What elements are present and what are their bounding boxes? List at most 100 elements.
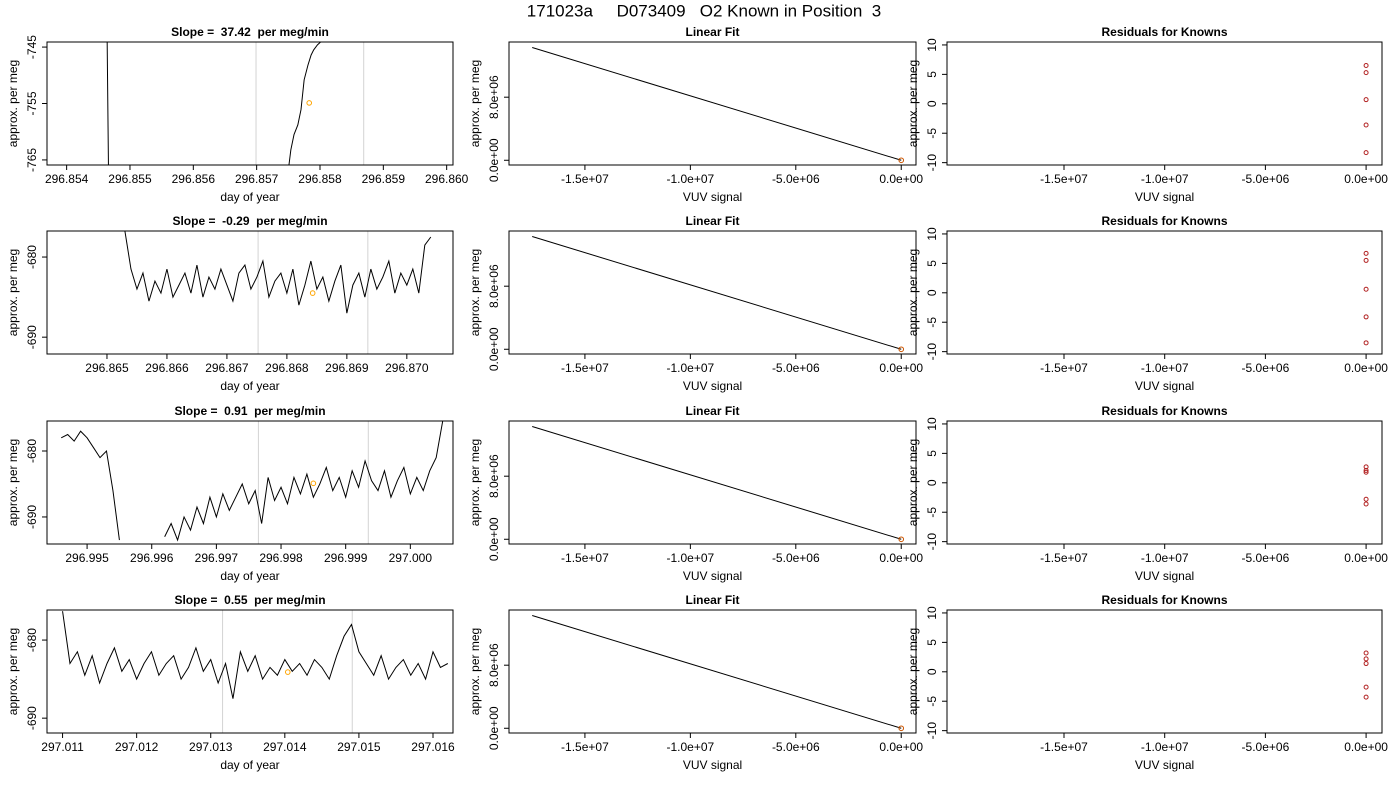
x-tick-label: -5.0e+06 bbox=[772, 361, 820, 375]
x-tick-label: 296.870 bbox=[385, 361, 429, 375]
y-axis-label: approx. per meg bbox=[6, 60, 20, 147]
x-tick-label: -1.5e+07 bbox=[561, 361, 609, 375]
point bbox=[306, 100, 313, 106]
y-tick-label: -745 bbox=[25, 35, 39, 59]
x-tick-label: 297.000 bbox=[389, 551, 433, 565]
x-tick-label: 297.013 bbox=[189, 740, 233, 754]
plot-area bbox=[1363, 63, 1369, 156]
y-tick-label: 5 bbox=[925, 71, 939, 78]
point bbox=[1363, 70, 1369, 76]
x-tick-label: -5.0e+06 bbox=[1242, 361, 1290, 375]
x-axis-label: VUV signal bbox=[683, 379, 742, 393]
y-tick-label: 5 bbox=[925, 450, 939, 457]
x-tick-label: -1.0e+07 bbox=[666, 551, 714, 565]
point bbox=[898, 725, 905, 732]
series-line bbox=[532, 236, 902, 350]
point bbox=[1363, 694, 1369, 700]
plot-frame bbox=[946, 609, 1383, 734]
plot-frame bbox=[508, 230, 917, 355]
y-axis-label: approx. per meg bbox=[6, 439, 20, 526]
x-tick-label: -5.0e+06 bbox=[772, 551, 820, 565]
plot-frame bbox=[46, 230, 454, 355]
y-tick-label: -10 bbox=[925, 154, 939, 172]
point bbox=[1363, 97, 1369, 103]
x-tick-label: 296.995 bbox=[65, 551, 109, 565]
point bbox=[1363, 286, 1369, 292]
y-axis-label: approx. per meg bbox=[468, 439, 482, 526]
x-tick-label: -1.0e+07 bbox=[1141, 172, 1189, 186]
x-axis-label: VUV signal bbox=[683, 569, 742, 583]
y-tick-label: 5 bbox=[925, 260, 939, 267]
point bbox=[1363, 150, 1369, 156]
point bbox=[1363, 661, 1369, 667]
point bbox=[898, 157, 905, 164]
y-axis-label: approx. per meg bbox=[468, 60, 482, 147]
plot-frame bbox=[946, 230, 1383, 355]
x-tick-label: -1.5e+07 bbox=[561, 551, 609, 565]
x-tick-label: -1.5e+07 bbox=[1040, 740, 1088, 754]
y-axis-label: approx. per meg bbox=[468, 249, 482, 336]
plot-area bbox=[62, 610, 449, 733]
point bbox=[1363, 650, 1369, 656]
y-tick-label: 10 bbox=[925, 417, 939, 431]
y-axis-label: approx. per meg bbox=[468, 628, 482, 715]
panel: Linear Fit VUV signal approx. per meg -1.5e… bbox=[468, 214, 923, 393]
x-tick-label: 0.0e+00 bbox=[1344, 361, 1388, 375]
x-tick-label: 0.0e+00 bbox=[879, 172, 923, 186]
plot-frame bbox=[46, 41, 454, 166]
y-tick-label: -5 bbox=[925, 507, 939, 518]
panel-title: Slope = 0.91 per meg/min bbox=[174, 404, 325, 418]
x-tick-label: 0.0e+00 bbox=[1344, 740, 1388, 754]
y-tick-label: 10 bbox=[925, 38, 939, 52]
x-tick-label: -1.0e+07 bbox=[666, 172, 714, 186]
x-tick-label: 297.014 bbox=[263, 740, 307, 754]
x-tick-label: 296.996 bbox=[130, 551, 174, 565]
plot-area bbox=[1363, 250, 1369, 346]
plot-frame bbox=[46, 609, 454, 734]
panel: Linear Fit VUV signal approx. per meg -1.5e… bbox=[468, 404, 923, 583]
x-tick-label: 0.0e+00 bbox=[1344, 551, 1388, 565]
y-tick-label: 0 bbox=[925, 668, 939, 675]
point bbox=[898, 536, 905, 543]
panel-title: Slope = 37.42 per meg/min bbox=[171, 25, 329, 39]
plot-area bbox=[1363, 464, 1369, 507]
x-tick-label: 297.012 bbox=[115, 740, 159, 754]
panel: Slope = 37.42 per meg/min day of year appr… bbox=[6, 25, 469, 204]
series-line bbox=[124, 231, 432, 314]
x-tick-label: -5.0e+06 bbox=[1242, 172, 1290, 186]
panel-title: Residuals for Knowns bbox=[1101, 593, 1227, 607]
x-tick-label: 296.857 bbox=[235, 172, 279, 186]
y-tick-label: 0.0e+00 bbox=[487, 706, 501, 750]
point bbox=[1363, 250, 1369, 256]
y-tick-label: -765 bbox=[25, 148, 39, 172]
y-tick-label: 0 bbox=[925, 289, 939, 296]
y-axis-label: approx. per meg bbox=[6, 628, 20, 715]
x-tick-label: 296.865 bbox=[85, 361, 129, 375]
y-tick-label: 0.0e+00 bbox=[487, 138, 501, 182]
plot-area bbox=[106, 42, 365, 165]
y-axis-label: approx. per meg bbox=[906, 439, 920, 526]
point bbox=[898, 346, 905, 353]
y-axis-label: approx. per meg bbox=[6, 249, 20, 336]
plot-area bbox=[532, 615, 905, 732]
plot-frame bbox=[508, 41, 917, 166]
x-axis-label: day of year bbox=[220, 379, 279, 393]
plot-frame bbox=[508, 609, 917, 734]
point bbox=[1363, 340, 1369, 346]
panel: Slope = 0.55 per meg/min day of year appro… bbox=[6, 593, 455, 772]
x-axis-label: VUV signal bbox=[1135, 379, 1194, 393]
x-tick-label: 297.016 bbox=[411, 740, 455, 754]
point bbox=[1363, 496, 1369, 502]
plot-area bbox=[124, 231, 432, 354]
x-axis-label: day of year bbox=[220, 569, 279, 583]
point bbox=[1363, 684, 1369, 690]
y-tick-label: 5 bbox=[925, 639, 939, 646]
y-tick-label: 0.0e+00 bbox=[487, 327, 501, 371]
x-tick-label: 296.859 bbox=[362, 172, 406, 186]
plot-frame bbox=[946, 420, 1383, 545]
x-tick-label: 296.867 bbox=[205, 361, 249, 375]
panel: Slope = -0.29 per meg/min day of year appr… bbox=[6, 214, 454, 393]
x-tick-label: 296.855 bbox=[108, 172, 152, 186]
panel: Residuals for Knowns VUV signal approx. pe… bbox=[906, 25, 1388, 204]
y-tick-label: -755 bbox=[25, 91, 39, 115]
